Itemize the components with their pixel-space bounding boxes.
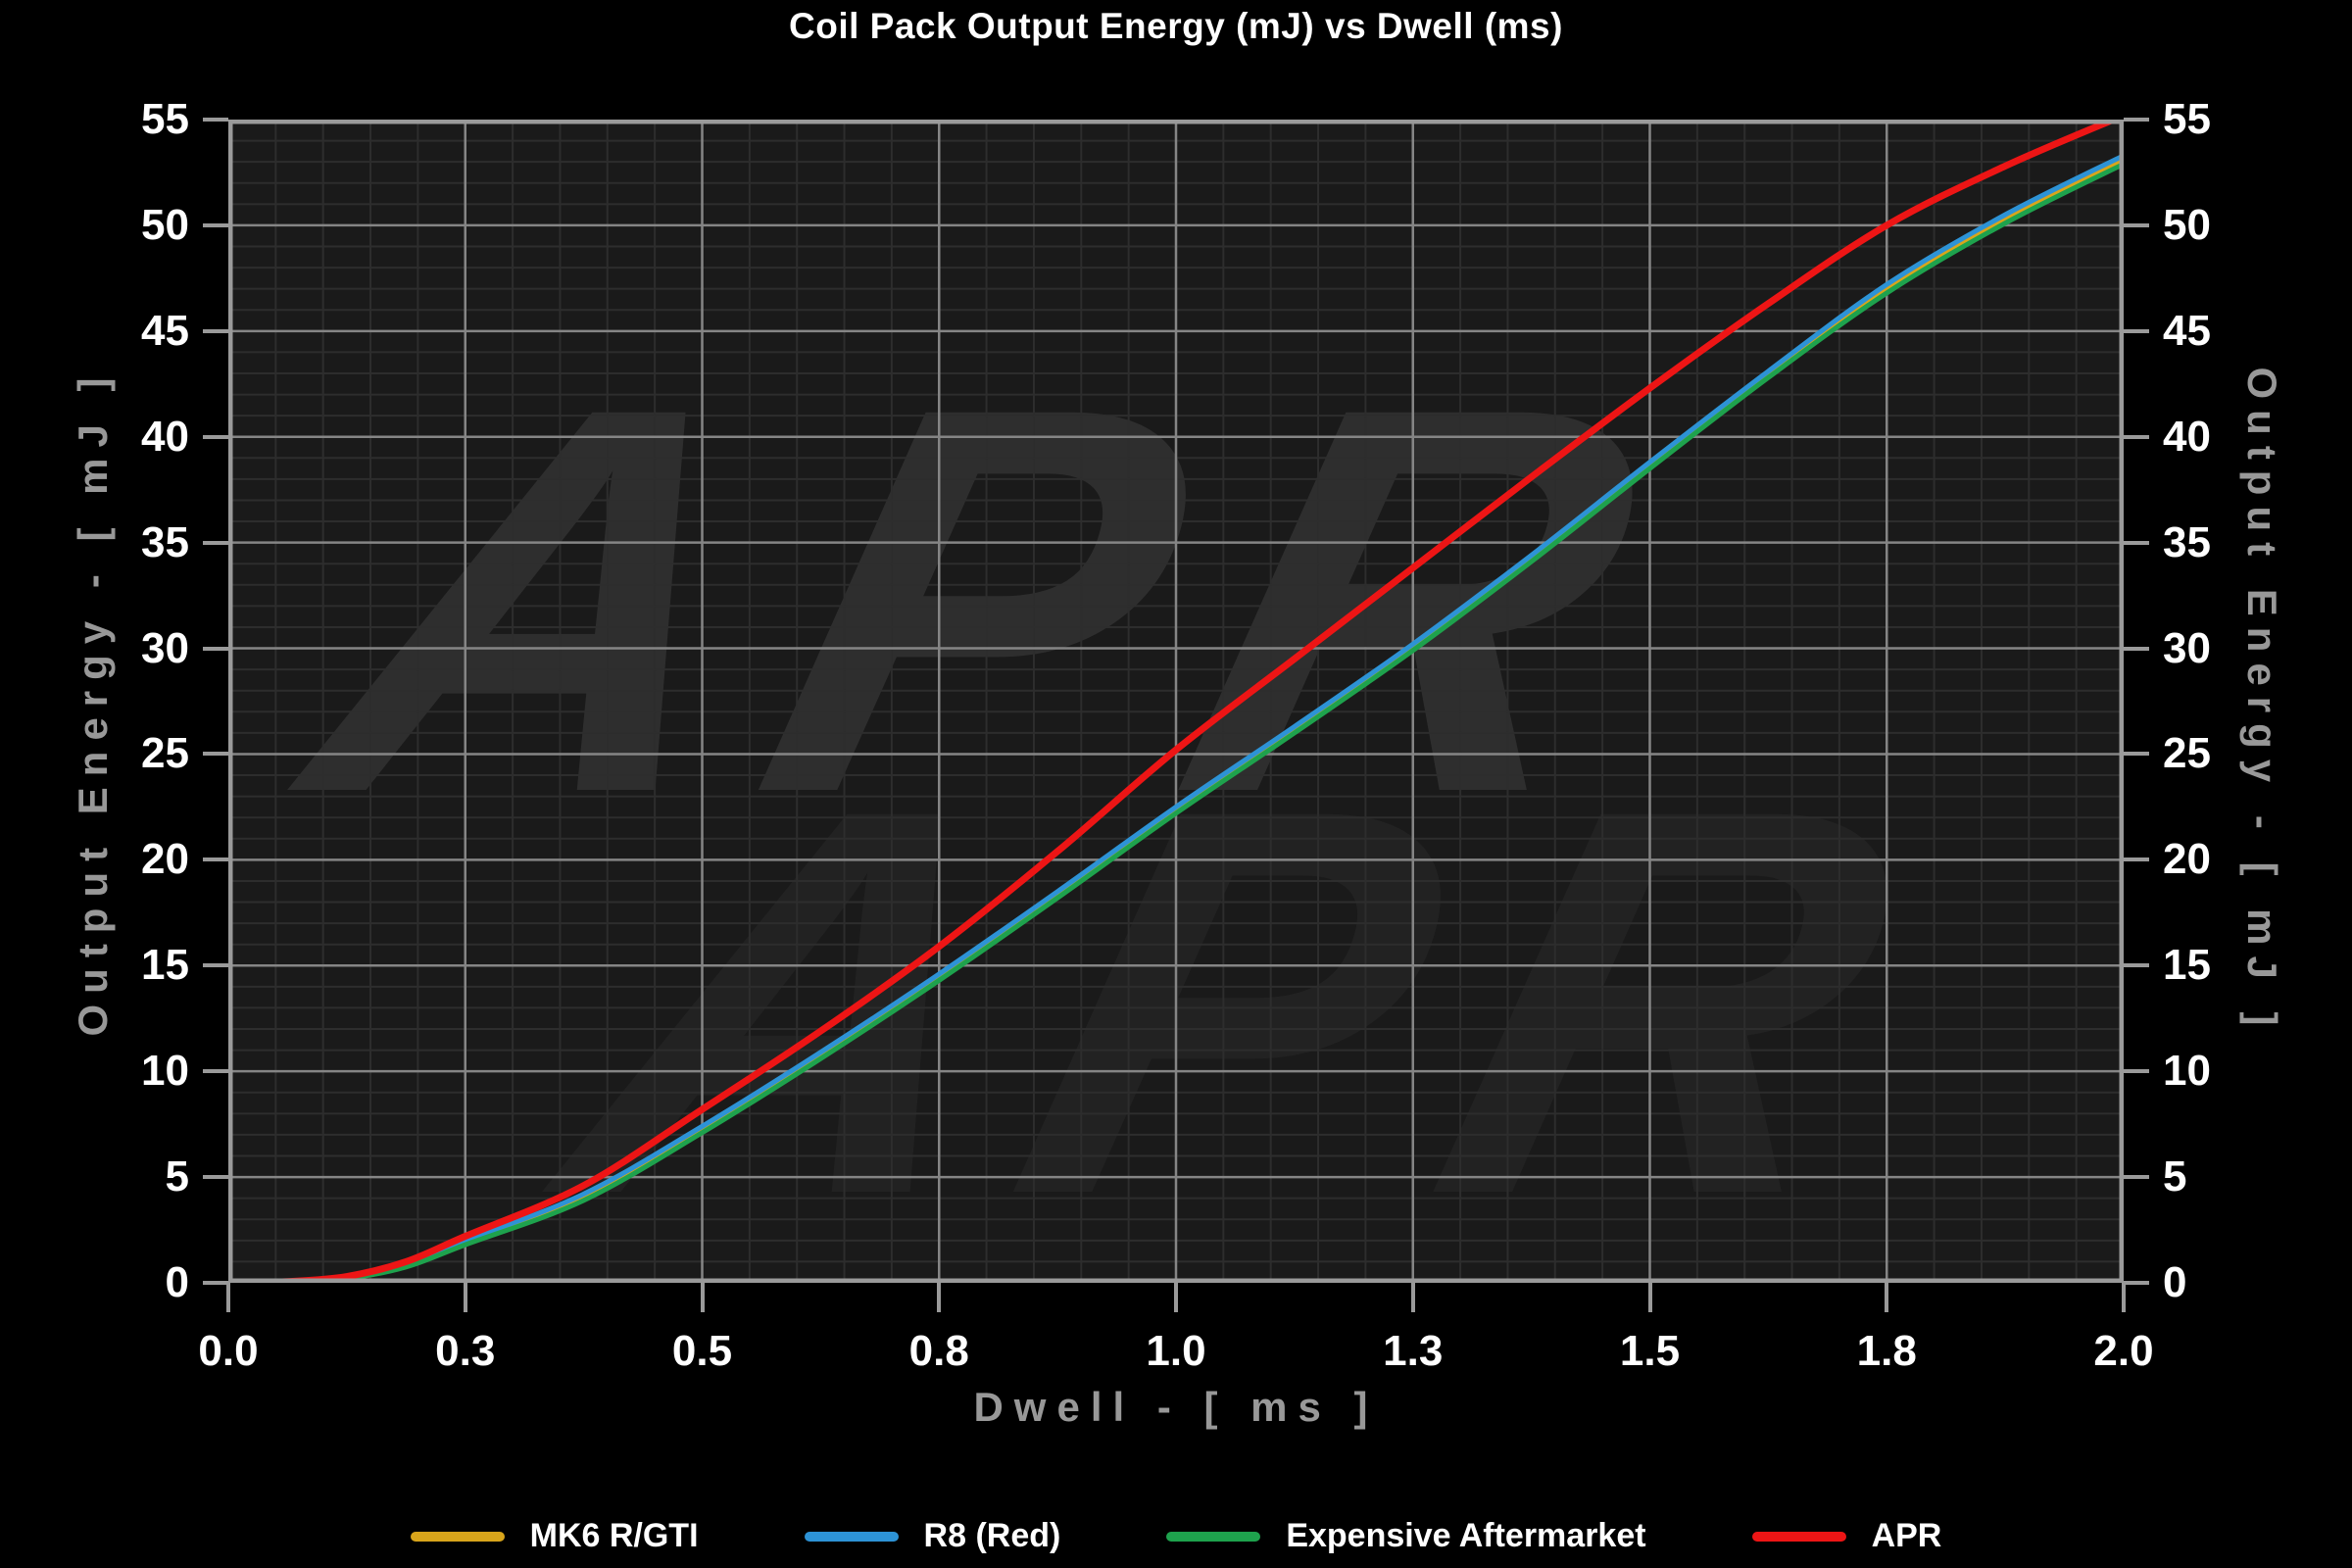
x-tick-label: 0.5 [671,1327,733,1375]
y-tick-right [2124,434,2149,439]
y-tick-label-right: 10 [2163,1047,2211,1096]
y-tick-left [203,1069,228,1074]
y-tick-left [203,118,228,122]
x-tick [2122,1283,2126,1312]
legend-label-mk6-r-gti: MK6 R/GTI [529,1517,699,1554]
y-tick-right [2124,963,2149,968]
x-tick-label: 0.0 [198,1327,259,1375]
y-axis-title-left: Output Energy - [ mJ ] [70,367,116,1037]
plot-canvas [228,120,2124,1283]
chart-title: Coil Pack Output Energy (mJ) vs Dwell (m… [789,6,1563,46]
y-tick-left [203,858,228,862]
y-axis-title-right: Output Energy - [ mJ ] [2239,367,2285,1037]
y-tick-right [2124,1175,2149,1180]
y-tick-right [2124,646,2149,651]
x-tick [1410,1283,1415,1312]
y-tick-label-right: 50 [2163,200,2211,249]
plot-area: APR APR [228,120,2124,1283]
x-tick-label: 1.5 [1619,1327,1681,1375]
y-tick-label-right: 55 [2163,95,2211,143]
legend-label-r8-red: R8 (Red) [923,1517,1061,1554]
y-tick-label-left: 5 [165,1152,189,1201]
x-tick-label: 1.3 [1383,1327,1444,1375]
legend-line-mk6-r-gti [410,1531,505,1542]
y-tick-label-left: 0 [165,1258,189,1306]
y-tick-label-right: 5 [2163,1152,2187,1201]
legend-item-mk6-r-gti: MK6 R/GTI [410,1517,699,1555]
y-tick-label-right: 35 [2163,517,2211,566]
y-tick-left [203,752,228,757]
y-tick-left [203,1281,228,1285]
x-tick [1885,1283,1889,1312]
x-tick [1174,1283,1178,1312]
x-tick [226,1283,230,1312]
y-tick-label-left: 50 [141,200,189,249]
y-tick-label-right: 45 [2163,306,2211,355]
y-tick-left [203,963,228,968]
legend: MK6 R/GTI R8 (Red) Expensive Aftermarket… [0,1517,2352,1555]
x-tick-label: 0.3 [435,1327,496,1375]
y-tick-label-right: 40 [2163,412,2211,461]
y-tick-label-left: 25 [141,729,189,778]
x-tick-label: 2.0 [2093,1327,2154,1375]
y-tick-right [2124,540,2149,545]
y-tick-left [203,434,228,439]
y-tick-left [203,540,228,545]
legend-line-r8-red [804,1531,899,1542]
legend-item-apr: APR [1751,1517,1942,1555]
x-tick-label: 1.0 [1146,1327,1206,1375]
y-tick-left [203,328,228,333]
y-tick-right [2124,1069,2149,1074]
y-tick-left [203,222,228,227]
x-tick-label: 0.8 [908,1327,969,1375]
y-tick-label-left: 40 [141,412,189,461]
y-tick-right [2124,858,2149,862]
y-tick-label-right: 0 [2163,1258,2187,1306]
legend-item-expensive-aftermarket: Expensive Aftermarket [1166,1517,1646,1555]
x-tick [700,1283,705,1312]
y-tick-label-right: 15 [2163,941,2211,990]
y-tick-label-left: 15 [141,941,189,990]
y-tick-right [2124,752,2149,757]
y-tick-right [2124,118,2149,122]
y-tick-label-right: 30 [2163,623,2211,672]
y-tick-label-left: 10 [141,1047,189,1096]
y-tick-right [2124,1281,2149,1285]
legend-item-r8-red: R8 (Red) [804,1517,1061,1555]
legend-line-apr [1751,1531,1846,1542]
y-tick-label-right: 20 [2163,835,2211,884]
legend-line-expensive-aftermarket [1166,1531,1261,1542]
y-tick-label-left: 30 [141,623,189,672]
x-axis-title: Dwell - [ ms ] [973,1384,1379,1430]
x-tick-label: 1.8 [1856,1327,1917,1375]
y-tick-label-left: 35 [141,517,189,566]
legend-label-apr: APR [1871,1517,1942,1554]
x-tick [463,1283,467,1312]
y-tick-label-left: 45 [141,306,189,355]
y-tick-label-left: 20 [141,835,189,884]
y-tick-left [203,1175,228,1180]
x-tick [937,1283,942,1312]
legend-label-expensive-aftermarket: Expensive Aftermarket [1286,1517,1646,1554]
y-tick-right [2124,222,2149,227]
x-tick [1647,1283,1652,1312]
y-tick-right [2124,328,2149,333]
y-tick-label-right: 25 [2163,729,2211,778]
y-tick-left [203,646,228,651]
y-tick-label-left: 55 [141,95,189,143]
